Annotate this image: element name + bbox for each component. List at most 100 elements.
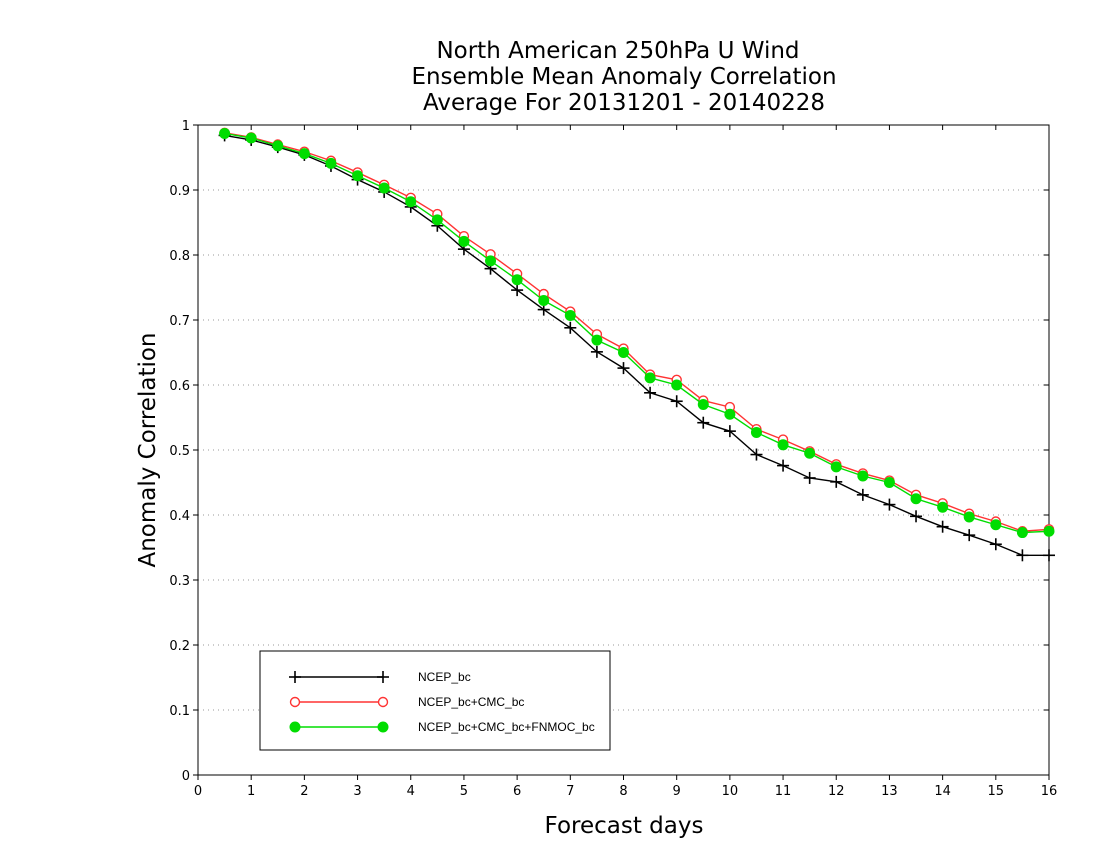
legend-marker xyxy=(377,721,389,733)
data-point xyxy=(697,416,710,429)
data-point xyxy=(458,235,470,247)
x-tick-label: 14 xyxy=(934,784,951,799)
data-point xyxy=(670,395,683,408)
chart-title-line-3: Average For 20131201 - 20140228 xyxy=(423,90,825,116)
data-point xyxy=(671,379,683,391)
data-point xyxy=(910,493,922,505)
x-tick-label: 2 xyxy=(300,784,308,799)
grid-lines xyxy=(198,189,1049,711)
data-point xyxy=(910,510,923,523)
x-tick-label: 9 xyxy=(673,784,681,799)
y-tick-label: 1 xyxy=(182,119,190,134)
y-tick-label: 0.8 xyxy=(169,249,190,264)
y-tick-label: 0.3 xyxy=(169,574,190,589)
data-point xyxy=(724,408,736,420)
data-point xyxy=(219,127,231,139)
data-point xyxy=(272,140,284,152)
y-tick-label: 0.1 xyxy=(169,704,190,719)
series-line xyxy=(224,134,1049,556)
data-point xyxy=(431,214,443,226)
data-point xyxy=(697,399,709,410)
x-tick-label: 10 xyxy=(722,784,739,799)
data-point xyxy=(618,347,629,358)
data-point xyxy=(883,498,896,511)
y-tick-label: 0.6 xyxy=(169,379,190,394)
legend-marker xyxy=(289,696,301,708)
y-axis-label: Anomaly Correlation xyxy=(135,332,161,567)
legend-marker xyxy=(377,696,389,708)
x-tick-label: 3 xyxy=(353,784,361,799)
y-tick-label: 0 xyxy=(182,769,190,784)
y-tick-label: 0.5 xyxy=(169,444,190,459)
series-2 xyxy=(219,127,1055,539)
data-point xyxy=(723,425,736,438)
data-point xyxy=(591,334,603,346)
data-point xyxy=(564,321,577,334)
legend-label: NCEP_bc xyxy=(418,670,471,684)
data-point xyxy=(325,157,337,169)
axes: 00.10.20.30.40.50.60.70.80.910 1 2 3 4 5 6 7 8 9 1… xyxy=(169,119,1057,799)
data-point xyxy=(1016,549,1029,562)
legend-box xyxy=(259,650,611,751)
data-point xyxy=(750,448,763,461)
legend-marker xyxy=(377,671,389,683)
x-tick-label: 5 xyxy=(460,784,468,799)
x-tick-label: 0 xyxy=(194,784,202,799)
data-point xyxy=(644,386,657,399)
x-tick-label: 11 xyxy=(775,784,792,799)
data-point xyxy=(511,284,524,297)
x-tick-label: 6 xyxy=(513,784,521,799)
x-tick-label: 13 xyxy=(881,784,898,799)
data-point xyxy=(644,372,656,384)
data-point xyxy=(963,511,975,523)
data-point xyxy=(1016,527,1028,539)
chart-title-line-2: Ensemble Mean Anomaly Correlation xyxy=(411,64,836,90)
legend-entries: NCEP_bc NCEP_bc+CMC_bc NCEP_bc+CMC_bc+FNMO… xyxy=(289,670,595,734)
data-point xyxy=(777,439,789,451)
legend-entry: NCEP_bc xyxy=(289,670,471,684)
legend-marker xyxy=(289,721,301,733)
data-point xyxy=(405,196,417,208)
data-point xyxy=(803,471,816,484)
data-point xyxy=(538,295,550,306)
legend: NCEP_bc NCEP_bc+CMC_bc NCEP_bc+CMC_bc+FNMO… xyxy=(259,650,611,751)
legend-entry: NCEP_bc+CMC_bc+FNMOC_bc xyxy=(289,720,595,734)
data-point xyxy=(298,148,310,160)
x-tick-label: 8 xyxy=(619,784,627,799)
y-tick-label: 0.9 xyxy=(169,184,190,199)
data-point xyxy=(883,477,895,488)
data-point xyxy=(1043,549,1055,562)
data-point xyxy=(989,538,1002,551)
x-tick-label: 1 xyxy=(247,784,255,799)
data-series xyxy=(218,127,1055,562)
data-point xyxy=(485,255,497,267)
data-point xyxy=(830,461,842,473)
legend-entry: NCEP_bc+CMC_bc xyxy=(289,695,524,709)
legend-label: NCEP_bc+CMC_bc+FNMOC_bc xyxy=(418,720,595,734)
data-point xyxy=(352,170,364,182)
data-point xyxy=(804,447,816,459)
x-axis-label: Forecast days xyxy=(545,813,704,839)
legend-label: NCEP_bc+CMC_bc xyxy=(418,695,524,709)
data-point xyxy=(750,426,762,438)
data-point xyxy=(856,488,869,501)
data-point xyxy=(245,132,257,144)
data-point xyxy=(990,519,1002,531)
x-tick-label: 12 xyxy=(828,784,845,799)
data-point xyxy=(511,274,523,286)
legend-marker xyxy=(289,671,301,683)
y-tick-label: 0.2 xyxy=(169,639,190,654)
data-point xyxy=(857,470,869,482)
x-tick-label: 15 xyxy=(988,784,1005,799)
y-tick-label: 0.4 xyxy=(169,509,190,524)
data-point xyxy=(963,529,976,542)
chart-title-line-1: North American 250hPa U Wind xyxy=(436,38,799,64)
data-point xyxy=(564,309,576,321)
data-point xyxy=(830,475,843,488)
data-point xyxy=(1043,525,1055,537)
x-tick-label: 7 xyxy=(566,784,574,799)
x-tick-label: 4 xyxy=(407,784,415,799)
data-point xyxy=(777,459,790,472)
data-point xyxy=(378,182,390,194)
